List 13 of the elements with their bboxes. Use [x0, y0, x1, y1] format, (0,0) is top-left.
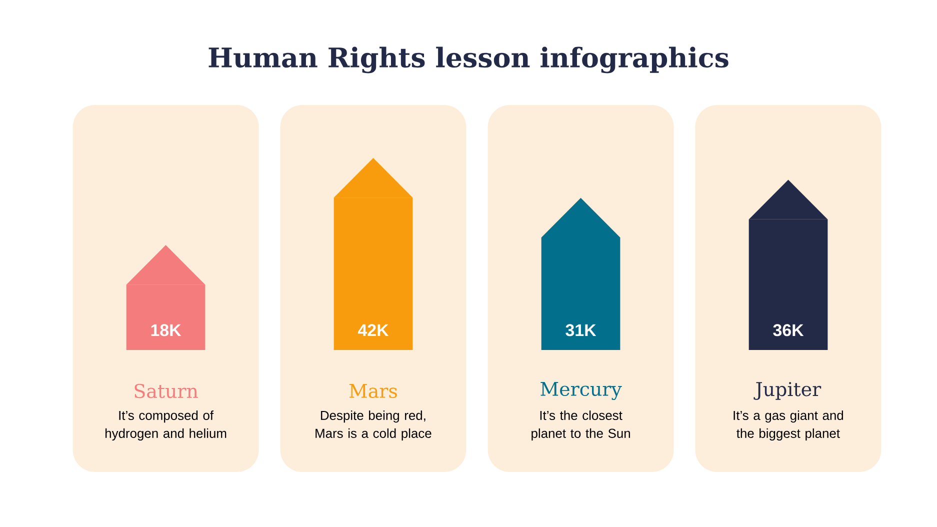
x-tick-label: Saturn — [134, 384, 198, 398]
x-tick-label: Jupiter — [754, 382, 822, 400]
data-label: 18K — [151, 324, 182, 336]
x-tick-label: Mars — [349, 384, 397, 398]
text: It’s the closest planet to the Sun — [532, 410, 630, 441]
x-tick-label: Mercury — [540, 382, 622, 400]
data-label: 42K — [358, 324, 389, 336]
text: It’s a gas giant and the biggest planet — [734, 410, 844, 441]
text: It’s composed of hydrogen and helium — [105, 410, 226, 441]
data-label: 31K — [566, 324, 596, 336]
data-label: 36K — [773, 324, 804, 336]
text: Despite being red, Mars is a cold place — [316, 410, 432, 441]
chart-title: Human Rights lesson infographics — [208, 46, 728, 74]
